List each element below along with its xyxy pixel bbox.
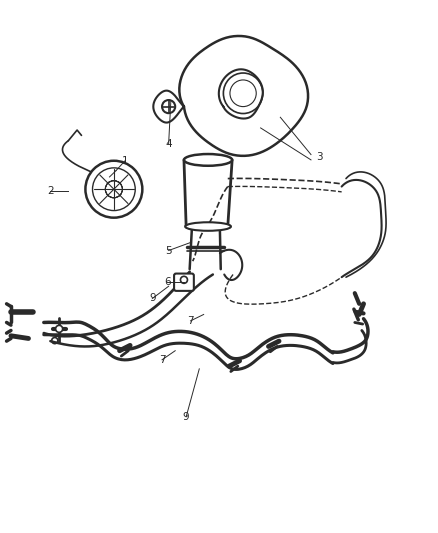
Text: 5: 5	[165, 246, 172, 255]
Ellipse shape	[184, 154, 232, 166]
Circle shape	[56, 325, 63, 333]
Text: 6: 6	[164, 278, 171, 287]
Text: 2: 2	[47, 186, 54, 196]
Text: 7: 7	[187, 316, 194, 326]
Text: 3: 3	[316, 152, 323, 162]
Text: 9: 9	[149, 294, 156, 303]
Text: 7: 7	[159, 355, 166, 365]
Ellipse shape	[185, 222, 231, 231]
Text: 4: 4	[165, 139, 172, 149]
Text: 1: 1	[121, 156, 128, 166]
FancyBboxPatch shape	[174, 273, 194, 291]
Circle shape	[162, 100, 175, 113]
Text: 9: 9	[183, 412, 190, 422]
